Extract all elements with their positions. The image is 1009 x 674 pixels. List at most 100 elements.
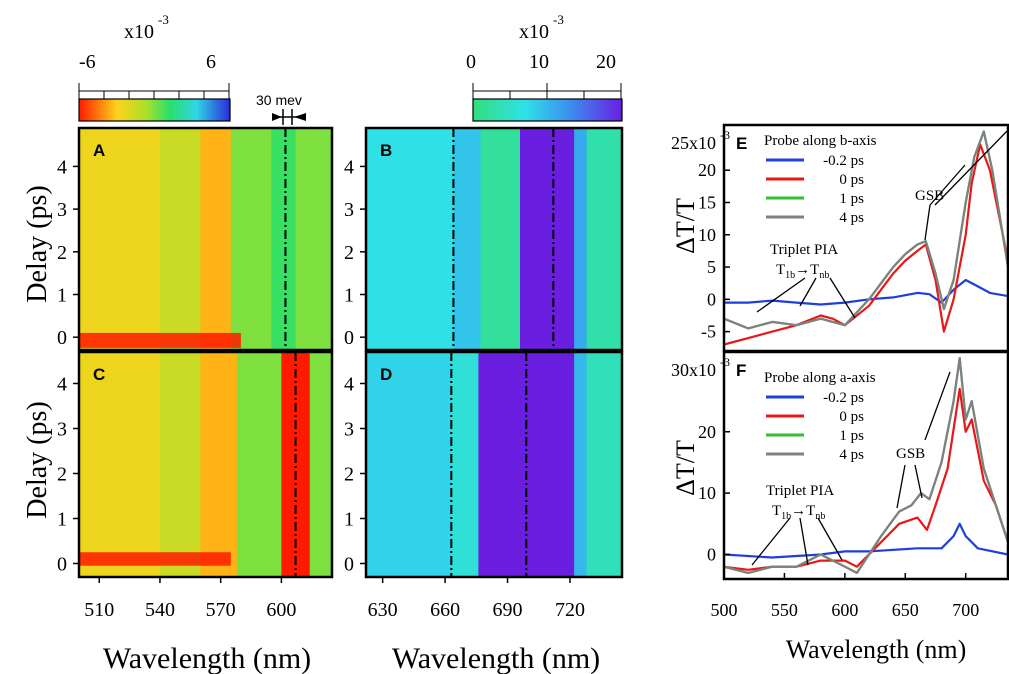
annotation-pointer [829, 277, 856, 319]
ytick-label: 0 [57, 327, 67, 349]
xtick-label: 630 [368, 599, 398, 621]
xtick-label: 650 [892, 600, 919, 620]
ytick-label: 5 [707, 257, 716, 277]
annotation-pointer [929, 164, 966, 206]
xtick-label: 540 [145, 599, 175, 621]
line-panel-frame [722, 350, 1009, 581]
ytick-label: 4 [57, 156, 67, 178]
ytick-label: 1 [344, 285, 354, 307]
xtick-label: 600 [831, 600, 858, 620]
series-line-1-ps [724, 357, 1008, 574]
ytick-label: 20 [698, 422, 716, 442]
annotation-pointer [914, 464, 923, 499]
ytick-label: 4 [57, 374, 67, 396]
ytick-label: 2 [344, 464, 354, 486]
ytick-label: 10 [698, 225, 716, 245]
heatmap-frame [77, 350, 334, 579]
series-line-4-ps [724, 357, 1008, 574]
colorbar-right-exponent: -3 [553, 12, 564, 27]
heatmap-ylabel-upper: Delay (ps) [22, 185, 53, 302]
xtick-label: 690 [493, 599, 523, 621]
xtick-label: 510 [84, 599, 114, 621]
panel-f-xlabel: Wavelength (nm) [786, 635, 967, 664]
series-line-4-ps [724, 130, 1008, 330]
heatmap-band [200, 128, 232, 350]
heatmap-band [574, 128, 588, 350]
heatmap-band [159, 352, 201, 577]
heatmap-band [271, 128, 297, 350]
heatmap-band [366, 128, 454, 350]
ytick-label: 0 [344, 554, 354, 576]
xtick-label: 500 [711, 600, 738, 620]
xtick-label: 550 [771, 600, 798, 620]
heatmap-band [451, 352, 479, 577]
legend-title: Probe along b-axis [764, 133, 877, 149]
ytick-label: 20 [698, 160, 716, 180]
colorbar-right-tick-20: 20 [596, 51, 616, 73]
line-panel-e: E Probe along b-axis -0.2 ps 0 ps 1 ps 4 ps 25… [671, 123, 1009, 353]
legend-label: 0 ps [839, 409, 864, 425]
ytick-label: 3 [344, 419, 354, 441]
colorbar-right-tick-0: 0 [466, 51, 476, 73]
annotation-pointer [751, 517, 791, 566]
colorbar-right: x10 -3 0 10 20 [466, 12, 623, 122]
series-line--0-2-ps [724, 522, 1008, 559]
legend-label: 0 ps [839, 172, 864, 188]
heatmap-feature [79, 552, 231, 566]
heatmap-band [200, 352, 238, 577]
ytick-label: 3 [57, 199, 67, 221]
line-panel-f: F Probe along a-axis -0.2 ps 0 ps 1 ps 4 ps 30… [671, 350, 1009, 620]
ytick-label: 4 [344, 374, 354, 396]
ytick-label: 0 [707, 544, 716, 564]
legend-title: Probe along a-axis [764, 370, 876, 386]
legend-label: -0.2 ps [823, 390, 864, 406]
heatmap-panels: A B C D [77, 126, 624, 579]
colorbar-left-tick-max: 6 [206, 51, 216, 73]
ytick-label: 1 [344, 509, 354, 531]
heatmap-xlabel-right: Wavelength (nm) [392, 642, 600, 674]
heatmap-band [453, 128, 481, 350]
heatmap-xlabel-left: Wavelength (nm) [103, 642, 311, 674]
ytick-label: 0 [707, 289, 716, 309]
line-panel-letter: E [736, 134, 747, 153]
annotation-pointer [799, 277, 817, 307]
heatmap-panel-b: B [364, 126, 624, 352]
panel-e-ylabel: ΔT/T [671, 198, 700, 254]
colorbar-left-exponent: -3 [158, 12, 169, 27]
ytick-label: 3 [57, 419, 67, 441]
heatmap-band [366, 352, 452, 577]
colorbar-right-tick-10: 10 [529, 51, 549, 73]
ytick-label: 3 [344, 199, 354, 221]
heatmap-band [159, 128, 201, 350]
line-panels: E Probe along b-axis -0.2 ps 0 ps 1 ps 4 ps 25… [671, 123, 1009, 620]
ytick-label-max: 25x10 [671, 133, 716, 153]
annotation-pointer [924, 371, 951, 441]
colorbar-right-gradient [472, 98, 623, 122]
ytick-label: 0 [57, 554, 67, 576]
annotation-pointer [896, 464, 906, 509]
heatmap-band [574, 352, 588, 577]
heatmap-frame [364, 126, 624, 352]
heatmap-axes: 0 1 2 3 4 0 1 2 3 4 0 1 2 3 4 0 1 2 3 4 510 540 570 600 630 660 69… [57, 156, 585, 621]
colorbar-left: x10 -3 -6 6 [78, 12, 231, 122]
annotation-gsb: GSB [896, 446, 925, 462]
ytick-label: 4 [344, 156, 354, 178]
colorbar-right-multiplier: x10 [519, 21, 549, 43]
heatmap-band [230, 128, 272, 350]
heatmap-panel-letter: B [380, 141, 392, 160]
xtick-label: 720 [555, 599, 585, 621]
legend-label: 4 ps [839, 210, 864, 226]
xtick-label: 600 [266, 599, 296, 621]
ytick-label: 10 [698, 483, 716, 503]
ytick-label: 2 [57, 464, 67, 486]
ytick-label: 2 [344, 242, 354, 264]
heatmap-band [236, 352, 282, 577]
heatmap-feature [79, 332, 241, 348]
heatmap-panel-letter: C [93, 365, 105, 384]
heatmap-ylabel-lower: Delay (ps) [22, 401, 53, 518]
xtick-label: 700 [952, 600, 979, 620]
ytick-label: 0 [344, 327, 354, 349]
heatmap-band [79, 128, 161, 350]
ytick-exponent: -3 [720, 128, 730, 142]
